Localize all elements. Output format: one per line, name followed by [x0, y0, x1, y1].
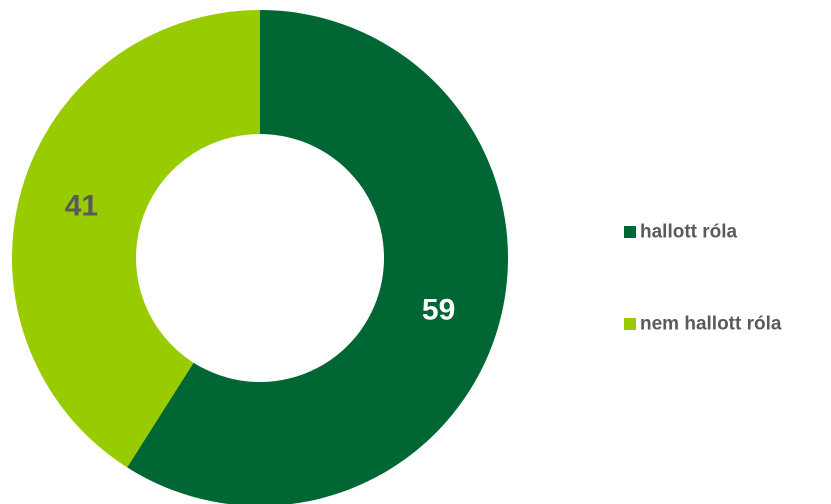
donut-slices — [12, 10, 508, 504]
legend-swatch-2 — [624, 318, 636, 330]
legend-entry-2: nem hallott róla — [640, 314, 782, 335]
slice-2 — [12, 10, 261, 468]
data-label-2: 41 — [65, 190, 98, 223]
legend-entry-1: hallott róla — [640, 222, 738, 243]
slice-1 — [127, 10, 508, 504]
data-labels: 59 41 — [65, 190, 456, 327]
legend: hallott róla nem hallott róla — [624, 222, 782, 335]
data-label-1: 59 — [422, 293, 455, 326]
legend-swatch-1 — [624, 226, 636, 238]
